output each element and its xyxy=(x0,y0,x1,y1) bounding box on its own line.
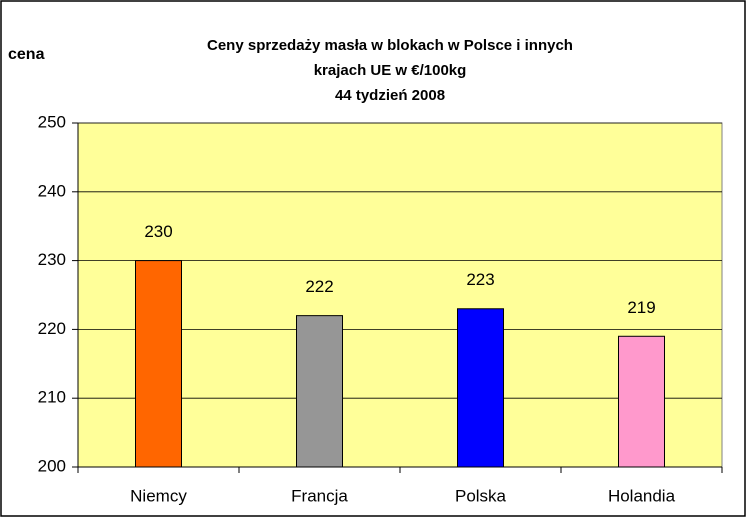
y-axis-label: cena xyxy=(8,46,45,63)
y-tick-label: 220 xyxy=(38,319,66,338)
bar xyxy=(457,308,504,468)
data-label: 230 xyxy=(144,222,172,241)
y-tick-label: 200 xyxy=(38,456,66,475)
x-tick-label: Polska xyxy=(455,486,507,505)
bar xyxy=(296,315,343,468)
y-tick-label: 210 xyxy=(38,388,66,407)
bar xyxy=(135,260,182,468)
bar xyxy=(618,335,665,468)
data-label: 219 xyxy=(627,298,655,317)
x-tick-label: Holandia xyxy=(608,486,676,505)
y-tick-label: 250 xyxy=(38,112,66,131)
y-tick-label: 230 xyxy=(38,250,66,269)
plot-area xyxy=(77,122,723,468)
chart-title: krajach UE w €/100kg xyxy=(314,62,467,79)
data-label: 222 xyxy=(305,277,333,296)
x-tick-label: Niemcy xyxy=(130,486,187,505)
chart-title: 44 tydzień 2008 xyxy=(335,87,445,104)
chart-title: Ceny sprzedaży masła w blokach w Polsce … xyxy=(207,37,573,54)
data-label: 223 xyxy=(466,270,494,289)
x-tick-label: Francja xyxy=(291,486,348,505)
y-tick-label: 240 xyxy=(38,181,66,200)
